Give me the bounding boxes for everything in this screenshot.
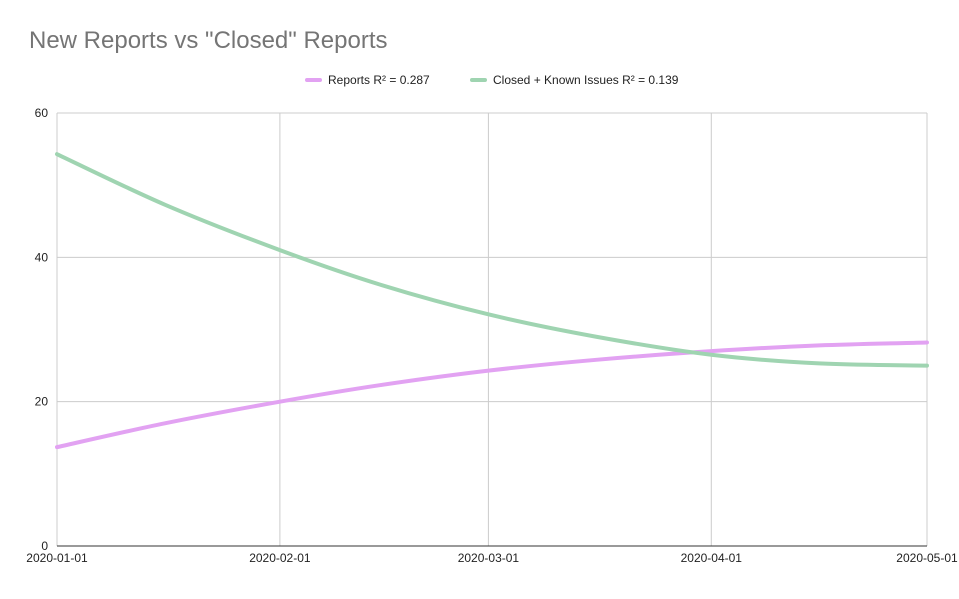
series-line-1 bbox=[55, 152, 929, 368]
x-tick-label: 2020-04-01 bbox=[681, 551, 743, 565]
x-tick-label: 2020-01-01 bbox=[26, 551, 88, 565]
chart-title: New Reports vs "Closed" Reports bbox=[29, 27, 388, 54]
x-tick-label: 2020-02-01 bbox=[249, 551, 311, 565]
legend-label: Closed + Known Issues R² = 0.139 bbox=[493, 73, 679, 87]
x-tick-label: 2020-05-01 bbox=[896, 551, 958, 565]
y-tick-label: 20 bbox=[35, 395, 49, 409]
legend-label: Reports R² = 0.287 bbox=[328, 73, 430, 87]
y-tick-label: 60 bbox=[35, 106, 49, 120]
axes: 0 20 40 60 2020-01-01 2020-02-01 2020-03-01 202… bbox=[26, 106, 958, 565]
series-lines bbox=[55, 152, 929, 450]
legend: Reports R² = 0.287 Closed + Known Issues … bbox=[305, 73, 679, 87]
x-tick-label: 2020-03-01 bbox=[458, 551, 520, 565]
y-tick-label: 40 bbox=[35, 250, 49, 264]
y-tick-label: 0 bbox=[41, 539, 48, 553]
grid-lines bbox=[56, 112, 928, 546]
series-line-0 bbox=[55, 340, 929, 450]
